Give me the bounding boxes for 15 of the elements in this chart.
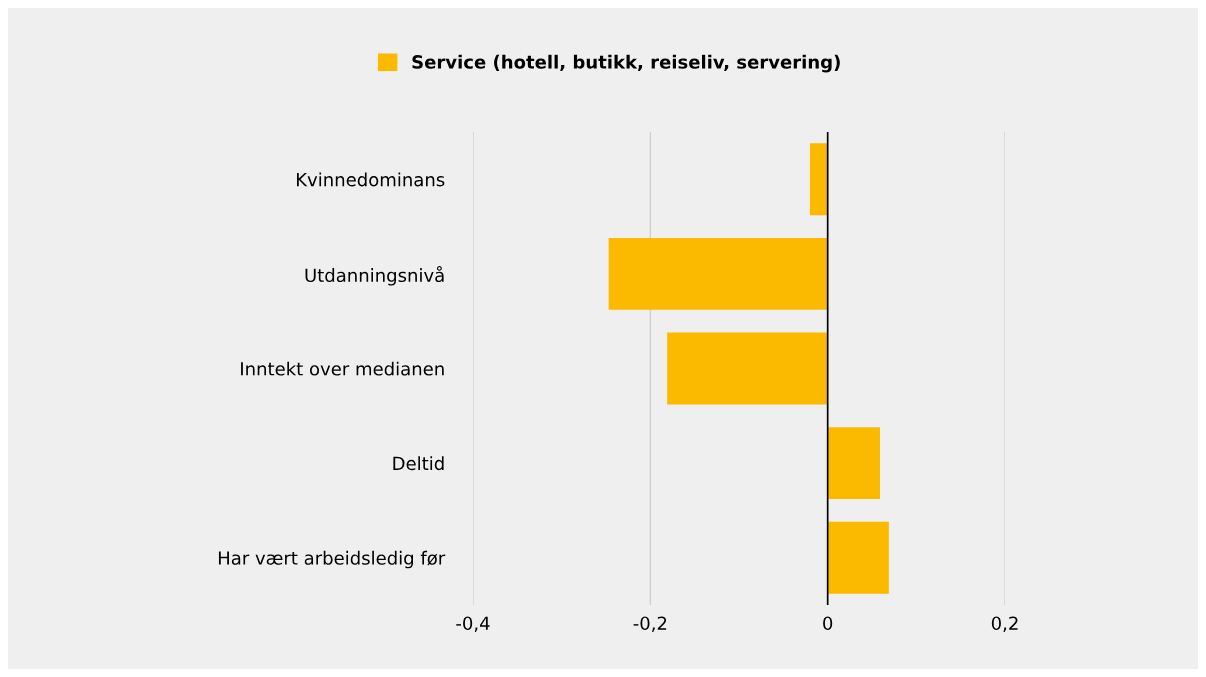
legend-label: Service (hotell, butikk, reiseliv, servering) [412,54,840,73]
y-tick-label: Har vært arbeidsledig før [218,550,446,569]
y-tick-label: Kvinnedominans [296,172,445,187]
x-tick-label: 0 [823,616,833,631]
x-tick-label: -0,2 [633,616,667,632]
y-tick-label: Inntekt over medianen [241,361,444,376]
bar [827,521,889,594]
bar [809,143,828,216]
bar [667,332,828,405]
x-tick-label: 0,2 [991,616,1018,632]
y-tick-label: Utdanningsnivå [305,265,444,286]
y-tick-label: Deltid [393,456,444,471]
x-tick-label: -0,4 [456,616,490,632]
bar [608,237,828,310]
bar [827,427,880,500]
